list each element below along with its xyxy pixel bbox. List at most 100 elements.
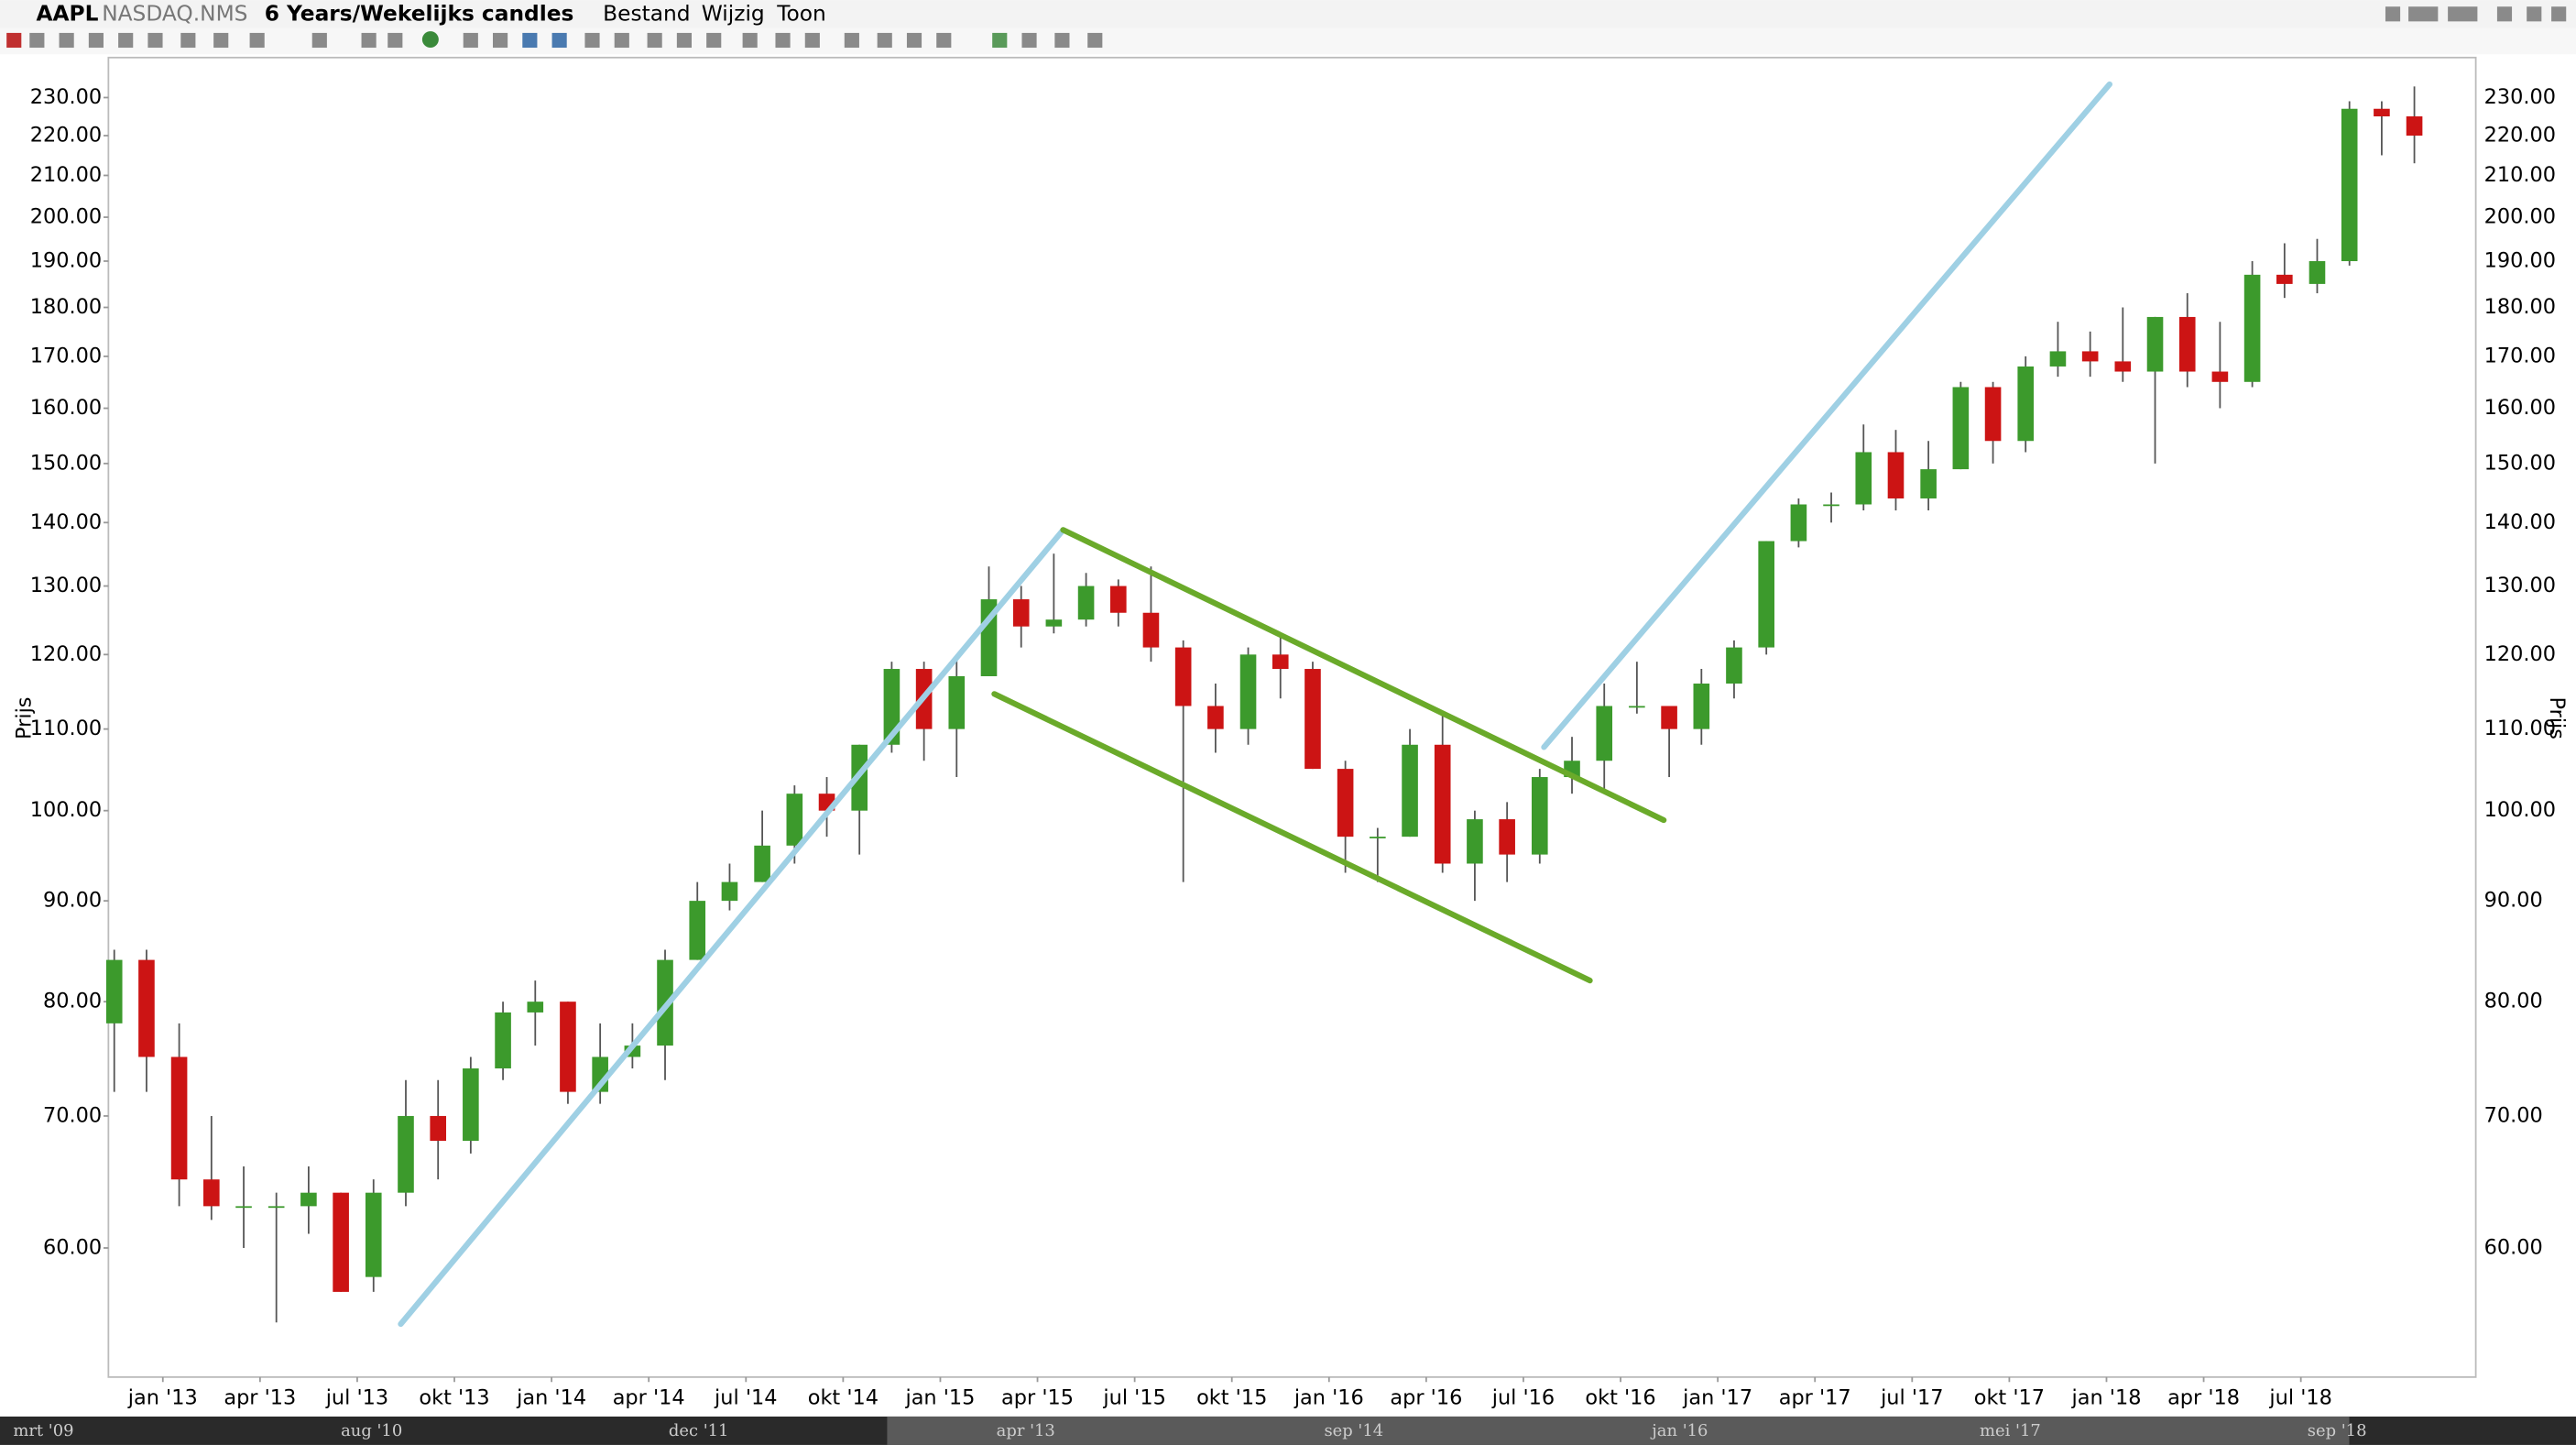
candle-body bbox=[721, 881, 738, 902]
y-tick-label: 120.00 bbox=[30, 642, 102, 666]
y-axis-label: Prijs bbox=[2545, 697, 2569, 739]
navigator-window[interactable] bbox=[887, 1416, 2350, 1445]
y-tick-label: 190.00 bbox=[30, 248, 102, 272]
candle-body bbox=[754, 845, 770, 882]
y-tick-label: 120.00 bbox=[2484, 642, 2556, 666]
y-tick-label: 170.00 bbox=[30, 344, 102, 367]
navigator-label: jan '16 bbox=[1650, 1421, 1708, 1440]
candle-body bbox=[1077, 586, 1095, 620]
candle-body bbox=[2341, 108, 2358, 261]
candle-body bbox=[203, 1179, 220, 1207]
candle-body bbox=[495, 1012, 511, 1069]
candle-body bbox=[2406, 115, 2423, 136]
candle-body bbox=[2114, 361, 2132, 372]
y-tick-label: 230.00 bbox=[2484, 85, 2556, 109]
y-tick-label: 180.00 bbox=[30, 295, 102, 319]
candle-body bbox=[2146, 316, 2164, 372]
candle-body bbox=[786, 794, 803, 846]
candle-body bbox=[1012, 599, 1030, 627]
x-tick-label: jul '18 bbox=[2268, 1386, 2331, 1410]
x-tick-label: jan '18 bbox=[2071, 1386, 2142, 1410]
y-tick-label: 90.00 bbox=[2484, 889, 2543, 913]
toolbar-icons[interactable] bbox=[6, 6, 2567, 49]
navigator-label: sep '18 bbox=[2308, 1421, 2367, 1440]
candle-body bbox=[2276, 274, 2293, 284]
candle-body bbox=[1434, 744, 1451, 864]
candle-body bbox=[1596, 706, 1613, 761]
candle-body bbox=[560, 1002, 576, 1092]
y-tick-label: 150.00 bbox=[30, 451, 102, 475]
x-tick-label: jan '15 bbox=[904, 1386, 975, 1410]
y-tick-label: 70.00 bbox=[2484, 1103, 2543, 1127]
candle-body bbox=[2243, 274, 2261, 382]
x-tick-label: apr '16 bbox=[1390, 1386, 1462, 1410]
candle-body bbox=[1142, 612, 1160, 648]
menu-item[interactable]: Toon bbox=[776, 2, 826, 27]
navigator-label: apr '13 bbox=[997, 1421, 1055, 1440]
candle-body bbox=[300, 1192, 317, 1207]
candle-body bbox=[170, 1056, 188, 1180]
symbol[interactable]: AAPL bbox=[36, 2, 98, 27]
candle-body bbox=[1823, 504, 1839, 507]
candle-body bbox=[1629, 706, 1645, 708]
candle-body bbox=[365, 1192, 382, 1277]
x-tick-label: okt '14 bbox=[808, 1386, 879, 1410]
candle-body bbox=[105, 959, 123, 1024]
candle-body bbox=[1693, 684, 1710, 729]
navigator-labels: mrt '09 aug '10 dec '11 apr '13 sep '14 jan '… bbox=[13, 1421, 2366, 1440]
candle-body bbox=[2374, 108, 2390, 116]
candle-body bbox=[1855, 452, 1872, 505]
y-tick-label: 230.00 bbox=[30, 85, 102, 109]
candle-body bbox=[1758, 541, 1774, 648]
x-tick-label: jul '17 bbox=[1880, 1386, 1943, 1410]
candle-body bbox=[527, 1002, 544, 1013]
menu-item[interactable]: Wijzig bbox=[702, 2, 765, 27]
candle-body bbox=[1304, 669, 1321, 770]
title-bar bbox=[0, 0, 2576, 28]
y-tick-label: 180.00 bbox=[2484, 295, 2556, 319]
trendline bbox=[1060, 527, 1667, 824]
y-tick-label: 220.00 bbox=[2484, 123, 2556, 147]
y-tick-label: 210.00 bbox=[2484, 163, 2556, 187]
candle-body bbox=[2211, 371, 2229, 382]
candle-body bbox=[2081, 351, 2099, 362]
x-tick-label: okt '17 bbox=[1974, 1386, 2045, 1410]
y-tick-label: 110.00 bbox=[30, 717, 102, 740]
y-tick-label: 110.00 bbox=[2484, 717, 2556, 740]
candle-body bbox=[1174, 647, 1192, 706]
y-tick-label: 140.00 bbox=[2484, 510, 2556, 534]
navigator-label: aug '10 bbox=[341, 1421, 402, 1440]
candle-body bbox=[1109, 586, 1127, 613]
period[interactable]: 6 Years/Wekelijks candles bbox=[265, 2, 574, 27]
candle-body bbox=[2309, 260, 2326, 284]
x-tick-label: jan '17 bbox=[1682, 1386, 1752, 1410]
y-tick-label: 160.00 bbox=[2484, 396, 2556, 420]
candle-body bbox=[1952, 387, 1970, 470]
candle-body bbox=[1239, 654, 1257, 729]
x-tick-label: jul '13 bbox=[325, 1386, 388, 1410]
candle-body bbox=[1531, 777, 1548, 855]
candle-body bbox=[2178, 316, 2196, 372]
navigator-label: sep '14 bbox=[1324, 1421, 1383, 1440]
y-tick-label: 130.00 bbox=[30, 574, 102, 597]
plot-frame bbox=[107, 56, 2477, 1378]
candle-body bbox=[883, 669, 901, 745]
candle-body bbox=[430, 1115, 447, 1142]
x-tick-label: jul '14 bbox=[714, 1386, 777, 1410]
candle-body bbox=[1045, 619, 1063, 627]
candle-body bbox=[1920, 469, 1937, 498]
candle-body bbox=[398, 1115, 414, 1193]
candle-body bbox=[333, 1192, 349, 1292]
y-tick-label: 80.00 bbox=[2484, 990, 2543, 1013]
candle-body bbox=[1467, 819, 1483, 864]
candle-body bbox=[1370, 837, 1386, 838]
x-tick-label: apr '14 bbox=[613, 1386, 685, 1410]
exchange[interactable]: NASDAQ.NMS bbox=[102, 2, 247, 27]
y-tick-label: 100.00 bbox=[30, 798, 102, 822]
menu-item[interactable]: Bestand bbox=[603, 2, 690, 27]
candle-body bbox=[463, 1068, 479, 1142]
navigator-label: mei '17 bbox=[1980, 1421, 2041, 1440]
